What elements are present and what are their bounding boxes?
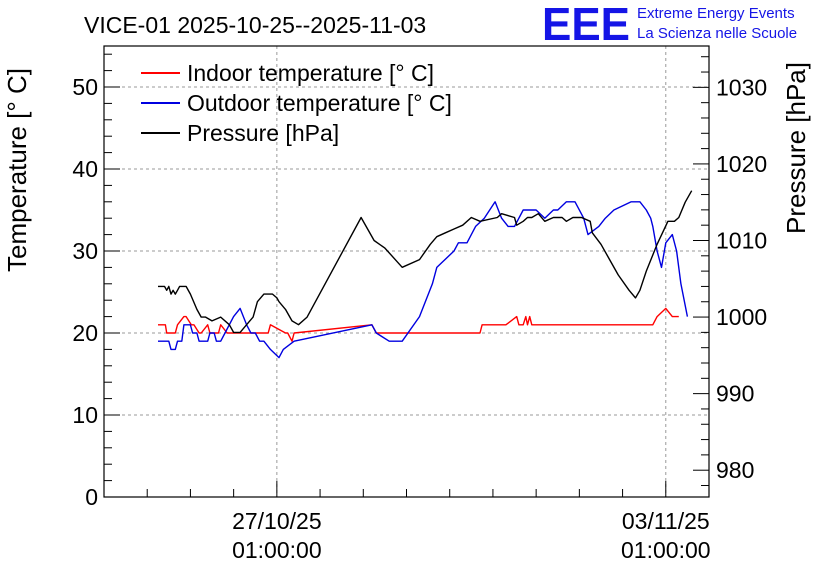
left-tick-label: 50	[72, 74, 98, 100]
legend-label: Indoor temperature [° C]	[187, 60, 434, 86]
right-tick-label: 1020	[716, 151, 767, 177]
left-tick-label: 40	[72, 156, 98, 182]
right-tick-label: 980	[716, 457, 754, 483]
series-lines	[158, 190, 693, 359]
eee-logo-mark: EEE	[542, 0, 630, 50]
x-tick-date: 03/11/25	[622, 508, 710, 534]
right-tick-label: 1000	[716, 304, 767, 330]
legend-label: Outdoor temperature [° C]	[187, 90, 452, 116]
x-axis: 27/10/25 01:00:00 03/11/25 01:00:00	[146, 481, 711, 563]
right-tick-label: 1030	[716, 74, 767, 100]
right-tick-label: 990	[716, 381, 754, 407]
right-y-axis: 980 990 1000 1010 1020 1030	[693, 56, 767, 487]
series-line-outdoor	[158, 201, 689, 359]
logo-line-2: La Scienza nelle Scuole	[637, 25, 797, 42]
left-y-axis: 0 10 20 30 40 50	[72, 53, 120, 510]
left-tick-label: 20	[72, 320, 98, 346]
left-axis-title: Temperature [° C]	[2, 68, 32, 272]
x-tick-time: 01:00:00	[232, 537, 322, 563]
left-tick-label: 10	[72, 402, 98, 428]
legend-label: Pressure [hPa]	[187, 120, 339, 146]
left-tick-label: 30	[72, 238, 98, 264]
right-axis-title: Pressure [hPa]	[781, 62, 811, 234]
chart-title: VICE-01 2025-10-25--2025-11-03	[84, 12, 426, 38]
x-tick-date: 27/10/25	[232, 508, 322, 534]
x-tick-time: 01:00:00	[621, 537, 711, 563]
eee-logo: EEE Extreme Energy Events La Scienza nel…	[542, 0, 797, 50]
left-tick-label: 0	[85, 484, 98, 510]
series-line-pressure	[158, 190, 693, 334]
logo-line-1: Extreme Energy Events	[637, 5, 795, 22]
series-line-indoor	[158, 307, 679, 342]
legend: Indoor temperature [° C] Outdoor temperat…	[141, 60, 452, 146]
right-tick-label: 1010	[716, 227, 767, 253]
